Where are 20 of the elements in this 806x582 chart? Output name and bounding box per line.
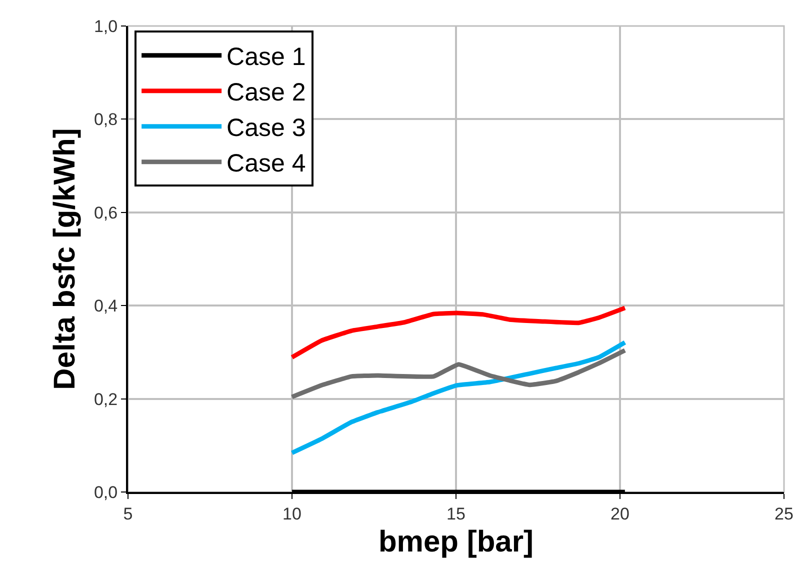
y-tick-label: 0,8 [94,110,118,130]
x-axis-title: bmep [bar] [378,525,534,558]
legend-label: Case 2 [226,78,306,107]
y-axis-title: Delta bsfc [g/kWh] [48,128,82,390]
legend-label: Case 3 [226,114,306,142]
y-tick-label: 0,2 [94,390,118,409]
line-series [290,306,628,360]
line-series [290,340,628,456]
y-tick-label: 0,4 [94,296,118,316]
legend-label: Case 1 [226,43,306,72]
y-tick-label: 1,0 [94,16,118,36]
x-tick-label: 10 [282,504,302,524]
y-tick-label: 0,0 [94,482,118,502]
legend-label: Case 4 [226,150,306,178]
line-series [290,348,628,400]
x-tick-label: 20 [610,504,630,524]
y-tick-label: 0,6 [94,203,118,222]
x-tick-label: 15 [446,504,466,524]
x-tick-label: 5 [123,504,133,524]
x-tick-label: 25 [774,504,794,524]
